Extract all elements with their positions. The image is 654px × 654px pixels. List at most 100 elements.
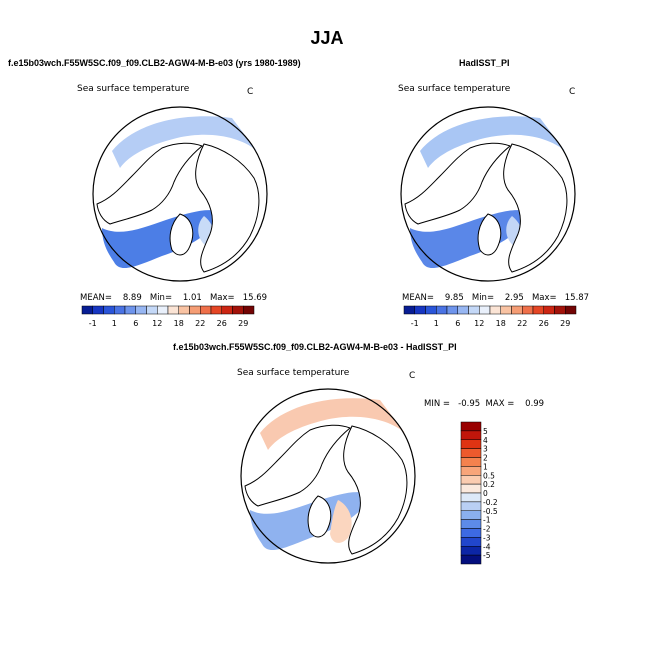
colorbar-swatch-12 xyxy=(532,305,544,315)
panel1-land-asia xyxy=(96,142,203,225)
diff-colorbar-tick-label: -0.2 xyxy=(483,498,498,507)
panel2-land-america xyxy=(503,143,568,273)
panel3-region-nordic xyxy=(330,500,352,543)
colorbar-swatch-9 xyxy=(500,305,512,315)
diff-title: f.e15b03wch.F55W5SC.f09_f09.CLB2-AGW4-M-… xyxy=(173,342,457,352)
panel2-min-value: 2.95 xyxy=(504,293,524,303)
diff-colorbar-tick-label: 2 xyxy=(483,454,488,463)
diff-colorbar-tick-label: -3 xyxy=(483,533,491,542)
panel1-map xyxy=(92,106,268,282)
colorbar-swatch-6 xyxy=(468,305,480,315)
diff-colorbar-swatch-9 xyxy=(460,501,482,511)
colorbar-tick-label: -1 xyxy=(411,319,419,328)
panel1-region-pacific xyxy=(112,116,257,168)
panel3-min-value: -0.95 xyxy=(458,399,481,409)
panel2-min-label: Min= xyxy=(471,293,495,303)
colorbar-swatch-8 xyxy=(167,305,179,315)
colorbar-swatch-9 xyxy=(178,305,190,315)
diff-colorbar-swatch-12 xyxy=(460,528,482,538)
colorbar-swatch-15 xyxy=(565,305,577,315)
obs-title: HadISST_PI xyxy=(459,58,510,68)
diff-colorbar-swatch-5 xyxy=(460,466,482,476)
colorbar-tick-label: 6 xyxy=(455,319,460,328)
panel1-map-border xyxy=(92,106,268,282)
colorbar-tick-label: 12 xyxy=(152,319,162,328)
panel1-variable: Sea surface temperature xyxy=(77,84,190,94)
panel2-mean-value: 9.85 xyxy=(444,293,464,303)
diff-colorbar-swatch-13 xyxy=(460,537,482,547)
diff-colorbar-tick-label: -2 xyxy=(483,525,491,534)
panel1-max-label: Max= xyxy=(209,293,235,303)
colorbar-swatch-14 xyxy=(554,305,566,315)
colorbar-swatch-7 xyxy=(479,305,491,315)
panel1-min-label: Min= xyxy=(149,293,173,303)
panel3-map-border xyxy=(240,388,416,564)
diff-colorbar-swatch-6 xyxy=(460,475,482,485)
panel3-max-value: 0.99 xyxy=(525,399,545,409)
colorbar-swatch-13 xyxy=(543,305,555,315)
diff-colorbar-tick-label: -4 xyxy=(483,542,491,551)
colorbar-swatch-0 xyxy=(81,305,93,315)
colorbar-tick-label: 26 xyxy=(539,319,549,328)
colorbar-tick-label: 29 xyxy=(238,319,248,328)
panel2-max-value: 15.87 xyxy=(564,293,590,303)
colorbar-swatch-10 xyxy=(189,305,201,315)
colorbar-tick-label: -1 xyxy=(89,319,97,328)
panel3-units: C xyxy=(409,371,416,381)
diff-colorbar-tick-label: 0.5 xyxy=(483,471,495,480)
colorbar-swatch-2 xyxy=(103,305,115,315)
colorbar-swatch-6 xyxy=(146,305,158,315)
panel2-map-border xyxy=(400,106,576,282)
colorbar-swatch-10 xyxy=(511,305,523,315)
panel3-min-label: MIN = xyxy=(424,399,451,409)
diff-colorbar-swatch-2 xyxy=(460,439,482,449)
diff-colorbar-swatch-15 xyxy=(460,554,482,565)
colorbar-tick-label: 18 xyxy=(174,319,184,328)
panel2-region-pacific xyxy=(420,116,565,168)
diff-colorbar-tick-label: -1 xyxy=(483,516,491,525)
colorbar-swatch-14 xyxy=(232,305,244,315)
panel2-units: C xyxy=(569,87,576,97)
panel3-map xyxy=(240,388,416,564)
colorbar-swatch-1 xyxy=(92,305,104,315)
colorbar-swatch-4 xyxy=(446,305,458,315)
page-title: JJA xyxy=(310,28,344,48)
panel2-mean-label: MEAN= xyxy=(402,293,434,303)
panel2-variable: Sea surface temperature xyxy=(398,84,511,94)
colorbar-swatch-5 xyxy=(457,305,469,315)
panel3-variable: Sea surface temperature xyxy=(237,368,350,378)
colorbar-tick-label: 1 xyxy=(434,319,439,328)
panel1-max-value: 15.69 xyxy=(242,293,268,303)
panel1-stats: MEAN= 8.89 Min= 1.01 Max= 15.69 xyxy=(80,293,267,303)
colorbar-swatch-11 xyxy=(200,305,212,315)
diff-colorbar-swatch-3 xyxy=(460,448,482,458)
colorbar-swatch-15 xyxy=(243,305,255,315)
panel2-land-greenland xyxy=(477,213,502,256)
colorbar-swatch-0 xyxy=(403,305,415,315)
colorbar-swatch-7 xyxy=(157,305,169,315)
panel3-max-label: MAX = xyxy=(485,399,515,409)
colorbar-swatch-11 xyxy=(522,305,534,315)
diff-colorbar-tick-label: 0.2 xyxy=(483,480,495,489)
colorbar-tick-label: 29 xyxy=(560,319,570,328)
colorbar-swatch-2 xyxy=(425,305,437,315)
panel1-min-value: 1.01 xyxy=(182,293,202,303)
panel2-map xyxy=(400,106,576,282)
panel3-land-america xyxy=(343,425,408,555)
colorbar-swatch-5 xyxy=(135,305,147,315)
diff-colorbar-swatch-4 xyxy=(460,457,482,467)
panel2-stats: MEAN= 9.85 Min= 2.95 Max= 15.87 xyxy=(402,293,589,303)
panel1-mean-value: 8.89 xyxy=(122,293,142,303)
colorbar-swatch-1 xyxy=(414,305,426,315)
colorbar-swatch-8 xyxy=(489,305,501,315)
diff-colorbar-tick-label: 5 xyxy=(483,427,488,436)
colorbar-swatch-13 xyxy=(221,305,233,315)
panel1-units: C xyxy=(247,87,254,97)
panel3-land-asia xyxy=(244,424,351,507)
colorbar-swatch-3 xyxy=(436,305,448,315)
diff-colorbar-tick-label: -0.5 xyxy=(483,507,498,516)
diff-colorbar-tick-label: -5 xyxy=(483,551,491,560)
panel1-region-atlantic xyxy=(102,210,224,269)
colorbar-tick-label: 12 xyxy=(474,319,484,328)
panel2-colorbar: -1 1 6 12 18 22 26 29 xyxy=(403,305,577,328)
